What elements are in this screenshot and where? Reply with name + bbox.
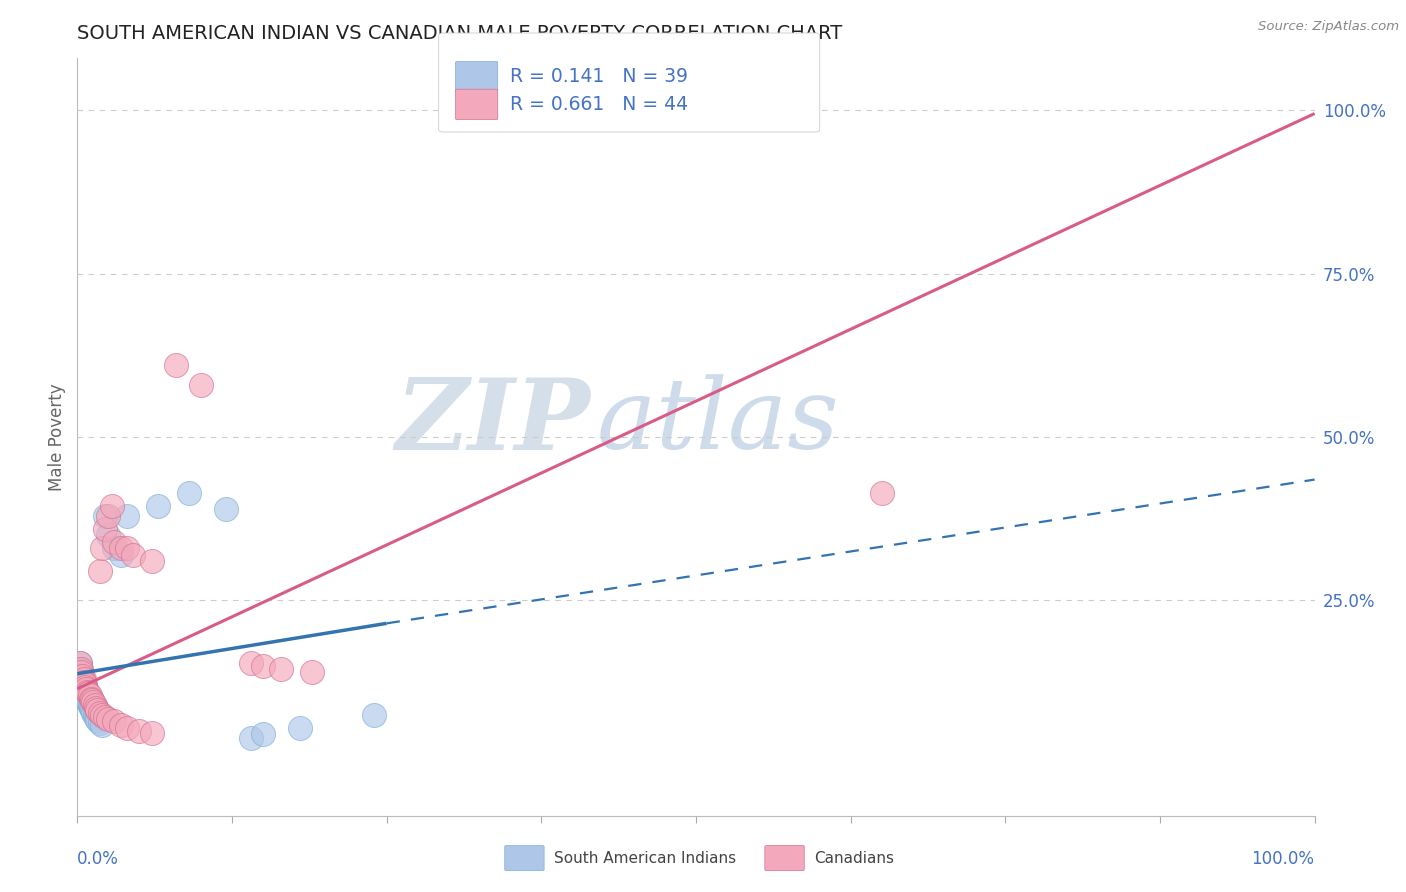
Point (83, 707, 105, 722)
Point (103, 541, 125, 556)
Point (86, 713, 108, 727)
Point (97, 528, 120, 542)
Point (301, 665, 323, 680)
Point (75, 681, 97, 696)
Point (72, 675, 94, 690)
Point (115, 721, 138, 735)
Point (103, 534, 125, 549)
Point (72, 672, 94, 686)
Point (215, 502, 238, 516)
Point (89, 706, 111, 720)
Point (73, 677, 96, 691)
Point (79, 698, 101, 712)
Point (97, 508, 120, 523)
Text: ZIP: ZIP (396, 374, 591, 470)
Text: R = 0.661   N = 44: R = 0.661 N = 44 (510, 95, 689, 114)
Point (75, 688, 97, 702)
Y-axis label: Male Poverty: Male Poverty (48, 384, 66, 491)
Point (103, 714, 125, 729)
Point (84, 711, 107, 725)
Point (80, 701, 103, 715)
Point (69, 656, 91, 670)
Point (89, 564, 111, 578)
Point (72, 675, 94, 690)
Point (73, 683, 96, 698)
Point (870, 485, 893, 500)
Point (128, 724, 150, 739)
Point (93, 508, 115, 523)
Point (146, 499, 169, 513)
Point (72, 678, 94, 692)
Text: Canadians: Canadians (814, 851, 894, 865)
Point (77, 695, 100, 709)
Point (93, 522, 115, 536)
Point (73, 680, 96, 694)
Text: 100.0%: 100.0% (1251, 850, 1315, 868)
Point (80, 691, 103, 706)
Point (252, 727, 274, 741)
Point (70, 672, 93, 686)
Point (86, 703, 108, 717)
Point (79, 699, 101, 714)
Point (97, 713, 120, 727)
Text: R = 0.141   N = 39: R = 0.141 N = 39 (510, 67, 689, 87)
Point (110, 548, 132, 562)
Text: Source: ZipAtlas.com: Source: ZipAtlas.com (1258, 20, 1399, 33)
Point (72, 668, 94, 682)
Point (70, 662, 93, 676)
Point (288, 721, 311, 735)
Point (70, 668, 93, 682)
Point (82, 706, 104, 720)
Text: SOUTH AMERICAN INDIAN VS CANADIAN MALE POVERTY CORRELATION CHART: SOUTH AMERICAN INDIAN VS CANADIAN MALE P… (77, 23, 842, 43)
Point (93, 710, 115, 724)
Point (83, 698, 105, 712)
Point (82, 703, 104, 717)
Point (115, 541, 138, 556)
Point (270, 662, 292, 676)
Point (72, 673, 94, 688)
Point (70, 665, 93, 680)
Text: South American Indians: South American Indians (554, 851, 737, 865)
Point (76, 691, 98, 706)
Text: 0.0%: 0.0% (77, 850, 120, 868)
Text: atlas: atlas (598, 375, 839, 469)
Point (76, 685, 98, 699)
Point (69, 662, 91, 676)
Point (82, 695, 104, 709)
Point (115, 508, 138, 523)
Point (84, 701, 107, 715)
Point (239, 731, 262, 745)
Point (82, 693, 104, 707)
Point (252, 658, 274, 673)
Point (110, 717, 132, 731)
Point (75, 686, 97, 700)
Point (72, 680, 94, 694)
Point (77, 686, 100, 700)
Point (69, 656, 91, 670)
Point (177, 485, 200, 500)
Point (122, 548, 145, 562)
Point (141, 554, 163, 568)
Point (79, 688, 101, 702)
Point (91, 707, 114, 722)
Point (165, 358, 187, 372)
Point (91, 541, 114, 556)
Point (190, 377, 212, 392)
Point (239, 656, 262, 670)
Point (76, 693, 98, 707)
Point (141, 725, 163, 739)
Point (72, 681, 94, 696)
Point (110, 541, 132, 556)
Point (363, 707, 385, 722)
Point (101, 499, 124, 513)
Point (70, 665, 93, 680)
Point (73, 685, 96, 699)
Point (91, 717, 114, 731)
Point (89, 715, 111, 730)
